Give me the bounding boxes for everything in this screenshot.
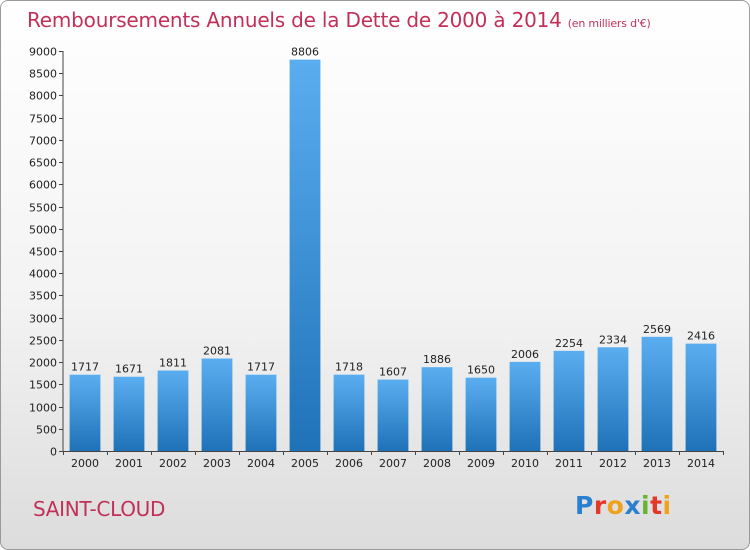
y-tick-label: 3500 xyxy=(29,290,57,303)
x-tick-label-2009: 2009 xyxy=(467,457,495,470)
value-label-2010: 2006 xyxy=(511,348,539,361)
y-tick-label: 2500 xyxy=(29,335,57,348)
x-tick-label-2002: 2002 xyxy=(159,457,187,470)
value-label-2013: 2569 xyxy=(643,323,671,336)
y-tick-label: 4000 xyxy=(29,268,57,281)
x-tick-label-2000: 2000 xyxy=(71,457,99,470)
bar-2003 xyxy=(201,358,233,451)
bar-2014 xyxy=(685,343,717,451)
value-label-2002: 1811 xyxy=(159,357,187,370)
x-tick-label-2013: 2013 xyxy=(643,457,671,470)
value-label-2003: 2081 xyxy=(203,345,231,358)
chart-title: Remboursements Annuels de la Dette de 20… xyxy=(27,8,651,32)
bar-2009 xyxy=(465,377,497,451)
y-tick-label: 7000 xyxy=(29,135,57,148)
x-tick-label-2012: 2012 xyxy=(599,457,627,470)
y-axis: 0 500 1000 1500 2000 2500 3000 3500 4000 4500 5000… xyxy=(29,46,64,459)
title-text: Remboursements Annuels de la Dette de 20… xyxy=(27,8,562,32)
y-tick-label: 7500 xyxy=(29,113,57,126)
bar-2001 xyxy=(113,376,145,451)
bar-2000 xyxy=(69,374,101,451)
value-label-2004: 1717 xyxy=(247,361,275,374)
bar-2002 xyxy=(157,370,189,451)
bar-2007 xyxy=(377,379,409,451)
value-label-2000: 1717 xyxy=(71,361,99,374)
y-tick-label: 6000 xyxy=(29,179,57,192)
bar-series: 1717 1671 1811 2081 1717 8806 1718 1607 1886 1650… xyxy=(69,46,717,451)
y-tick-label: 2000 xyxy=(29,357,57,370)
bar-2006 xyxy=(333,374,365,451)
y-tick-label: 5500 xyxy=(29,202,57,215)
bar-2008 xyxy=(421,367,453,451)
x-tick-label-2003: 2003 xyxy=(203,457,231,470)
x-tick-label-2011: 2011 xyxy=(555,457,583,470)
y-tick-label: 8500 xyxy=(29,68,57,81)
bar-2005 xyxy=(289,59,321,451)
x-tick-label-2005: 2005 xyxy=(291,457,319,470)
y-tick-label: 3000 xyxy=(29,313,57,326)
x-tick-label-2004: 2004 xyxy=(247,457,275,470)
value-label-2008: 1886 xyxy=(423,353,451,366)
unit-label: (en milliers d'€) xyxy=(567,17,651,30)
bar-2012 xyxy=(597,347,629,451)
value-label-2011: 2254 xyxy=(555,337,583,350)
value-label-2006: 1718 xyxy=(335,361,363,374)
value-label-2009: 1650 xyxy=(467,364,495,377)
x-tick-label-2010: 2010 xyxy=(511,457,539,470)
y-tick-label: 500 xyxy=(36,424,57,437)
bar-2011 xyxy=(553,350,585,451)
x-tick-label-2006: 2006 xyxy=(335,457,363,470)
value-label-2014: 2416 xyxy=(687,330,715,343)
y-tick-label: 6500 xyxy=(29,157,57,170)
y-tick-label: 0 xyxy=(50,446,57,459)
y-tick-label: 8000 xyxy=(29,90,57,103)
bar-2013 xyxy=(641,336,673,451)
bar-2004 xyxy=(245,374,277,451)
city-name: SAINT-CLOUD xyxy=(33,497,166,521)
value-label-2007: 1607 xyxy=(379,366,407,379)
x-tick-label-2001: 2001 xyxy=(115,457,143,470)
value-label-2012: 2334 xyxy=(599,333,627,346)
value-label-2005: 8806 xyxy=(291,46,319,59)
x-tick-label-2014: 2014 xyxy=(687,457,715,470)
y-tick-label: 5000 xyxy=(29,224,57,237)
x-tick-label-2007: 2007 xyxy=(379,457,407,470)
x-tick-label-2008: 2008 xyxy=(423,457,451,470)
y-tick-label: 1000 xyxy=(29,402,57,415)
x-axis: 2000 2001 2002 2003 2004 2005 2006 2007 2008 2009… xyxy=(63,451,724,470)
y-tick-label: 4500 xyxy=(29,246,57,259)
bar-2010 xyxy=(509,361,541,451)
y-tick-label: 9000 xyxy=(29,46,57,59)
proxiti-logo[interactable]: Proxiti xyxy=(575,491,672,520)
value-label-2001: 1671 xyxy=(115,363,143,376)
y-tick-label: 1500 xyxy=(29,379,57,392)
